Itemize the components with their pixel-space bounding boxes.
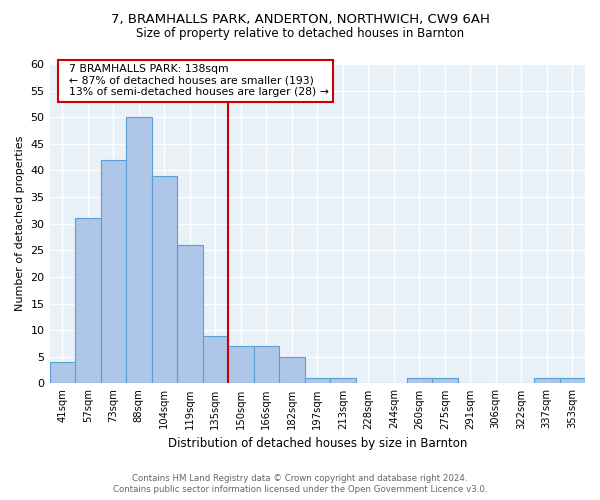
X-axis label: Distribution of detached houses by size in Barnton: Distribution of detached houses by size … bbox=[167, 437, 467, 450]
Bar bbox=[152, 176, 177, 384]
Bar bbox=[560, 378, 585, 384]
Text: 7, BRAMHALLS PARK, ANDERTON, NORTHWICH, CW9 6AH: 7, BRAMHALLS PARK, ANDERTON, NORTHWICH, … bbox=[110, 12, 490, 26]
Text: Size of property relative to detached houses in Barnton: Size of property relative to detached ho… bbox=[136, 28, 464, 40]
Bar bbox=[203, 336, 228, 384]
Bar bbox=[228, 346, 254, 384]
Bar bbox=[254, 346, 279, 384]
Bar bbox=[330, 378, 356, 384]
Bar bbox=[50, 362, 75, 384]
Bar bbox=[432, 378, 458, 384]
Bar bbox=[534, 378, 560, 384]
Bar bbox=[126, 117, 152, 384]
Bar bbox=[177, 245, 203, 384]
Text: Contains HM Land Registry data © Crown copyright and database right 2024.
Contai: Contains HM Land Registry data © Crown c… bbox=[113, 474, 487, 494]
Y-axis label: Number of detached properties: Number of detached properties bbox=[15, 136, 25, 312]
Bar bbox=[305, 378, 330, 384]
Text: 7 BRAMHALLS PARK: 138sqm
  ← 87% of detached houses are smaller (193)
  13% of s: 7 BRAMHALLS PARK: 138sqm ← 87% of detach… bbox=[62, 64, 329, 97]
Bar bbox=[407, 378, 432, 384]
Bar bbox=[279, 357, 305, 384]
Bar bbox=[101, 160, 126, 384]
Bar bbox=[75, 218, 101, 384]
